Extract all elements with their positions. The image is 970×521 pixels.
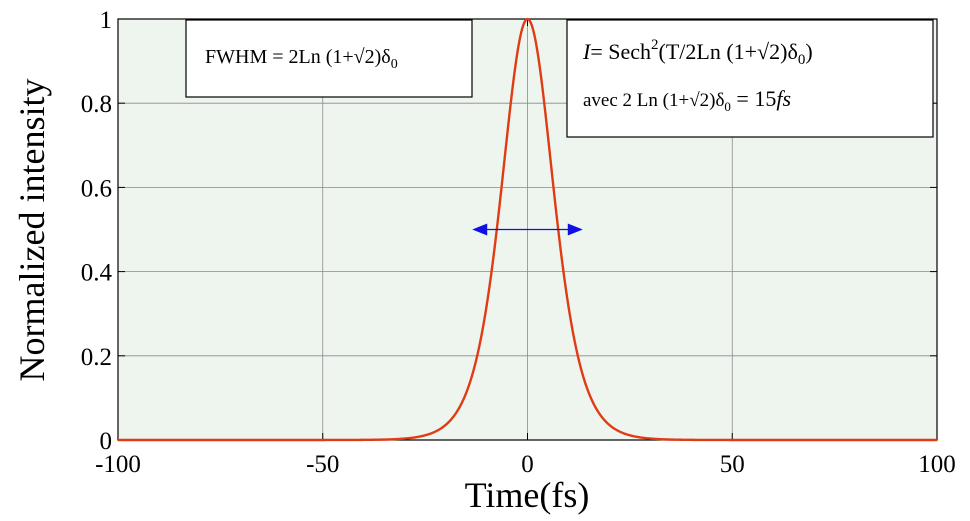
fwhm-arrow-head-right — [567, 223, 583, 236]
intensity-curve — [118, 17, 937, 442]
x-tick-label: 0 — [521, 451, 534, 478]
fwhm-box-frame — [185, 19, 473, 98]
sech-box-frame — [566, 19, 934, 138]
y-tick-label: 0.8 — [81, 91, 112, 118]
y-tick-label: 0.2 — [81, 344, 112, 371]
y-tick-label: 0.4 — [81, 260, 113, 287]
x-tick-label: -50 — [306, 451, 339, 478]
x-tick-label: 50 — [720, 451, 745, 478]
pulse-width-value: avec 2 Ln (1+√2)δ0 = 15fs — [583, 86, 791, 114]
fwhm-formula: FWHM = 2Ln (1+√2)δ0 — [205, 46, 398, 72]
fwhm-formula-box: FWHM = 2Ln (1+√2)δ0 — [185, 19, 473, 98]
sech-formula-box: I= Sech2(T/2Ln (1+√2)δ0) avec 2 Ln (1+√2… — [566, 19, 934, 138]
x-tick-label: -100 — [95, 451, 141, 478]
x-tick-labels: -100 -50 0 50 100 — [95, 451, 956, 478]
fwhm-arrow-head-left — [472, 223, 488, 236]
x-tick-label: 100 — [918, 451, 956, 478]
y-axis-title: Normalized intensity — [12, 79, 52, 382]
y-tick-label: 0 — [100, 428, 113, 455]
y-tick-label: 0.6 — [81, 175, 112, 202]
y-tick-label: 1 — [100, 7, 113, 34]
y-tick-labels: 0 0.2 0.4 0.6 0.8 1 — [81, 7, 113, 455]
sech-formula: I= Sech2(T/2Ln (1+√2)δ0) — [582, 37, 813, 68]
x-axis-title: Time(fs) — [465, 475, 590, 515]
fwhm-arrow — [472, 223, 583, 236]
